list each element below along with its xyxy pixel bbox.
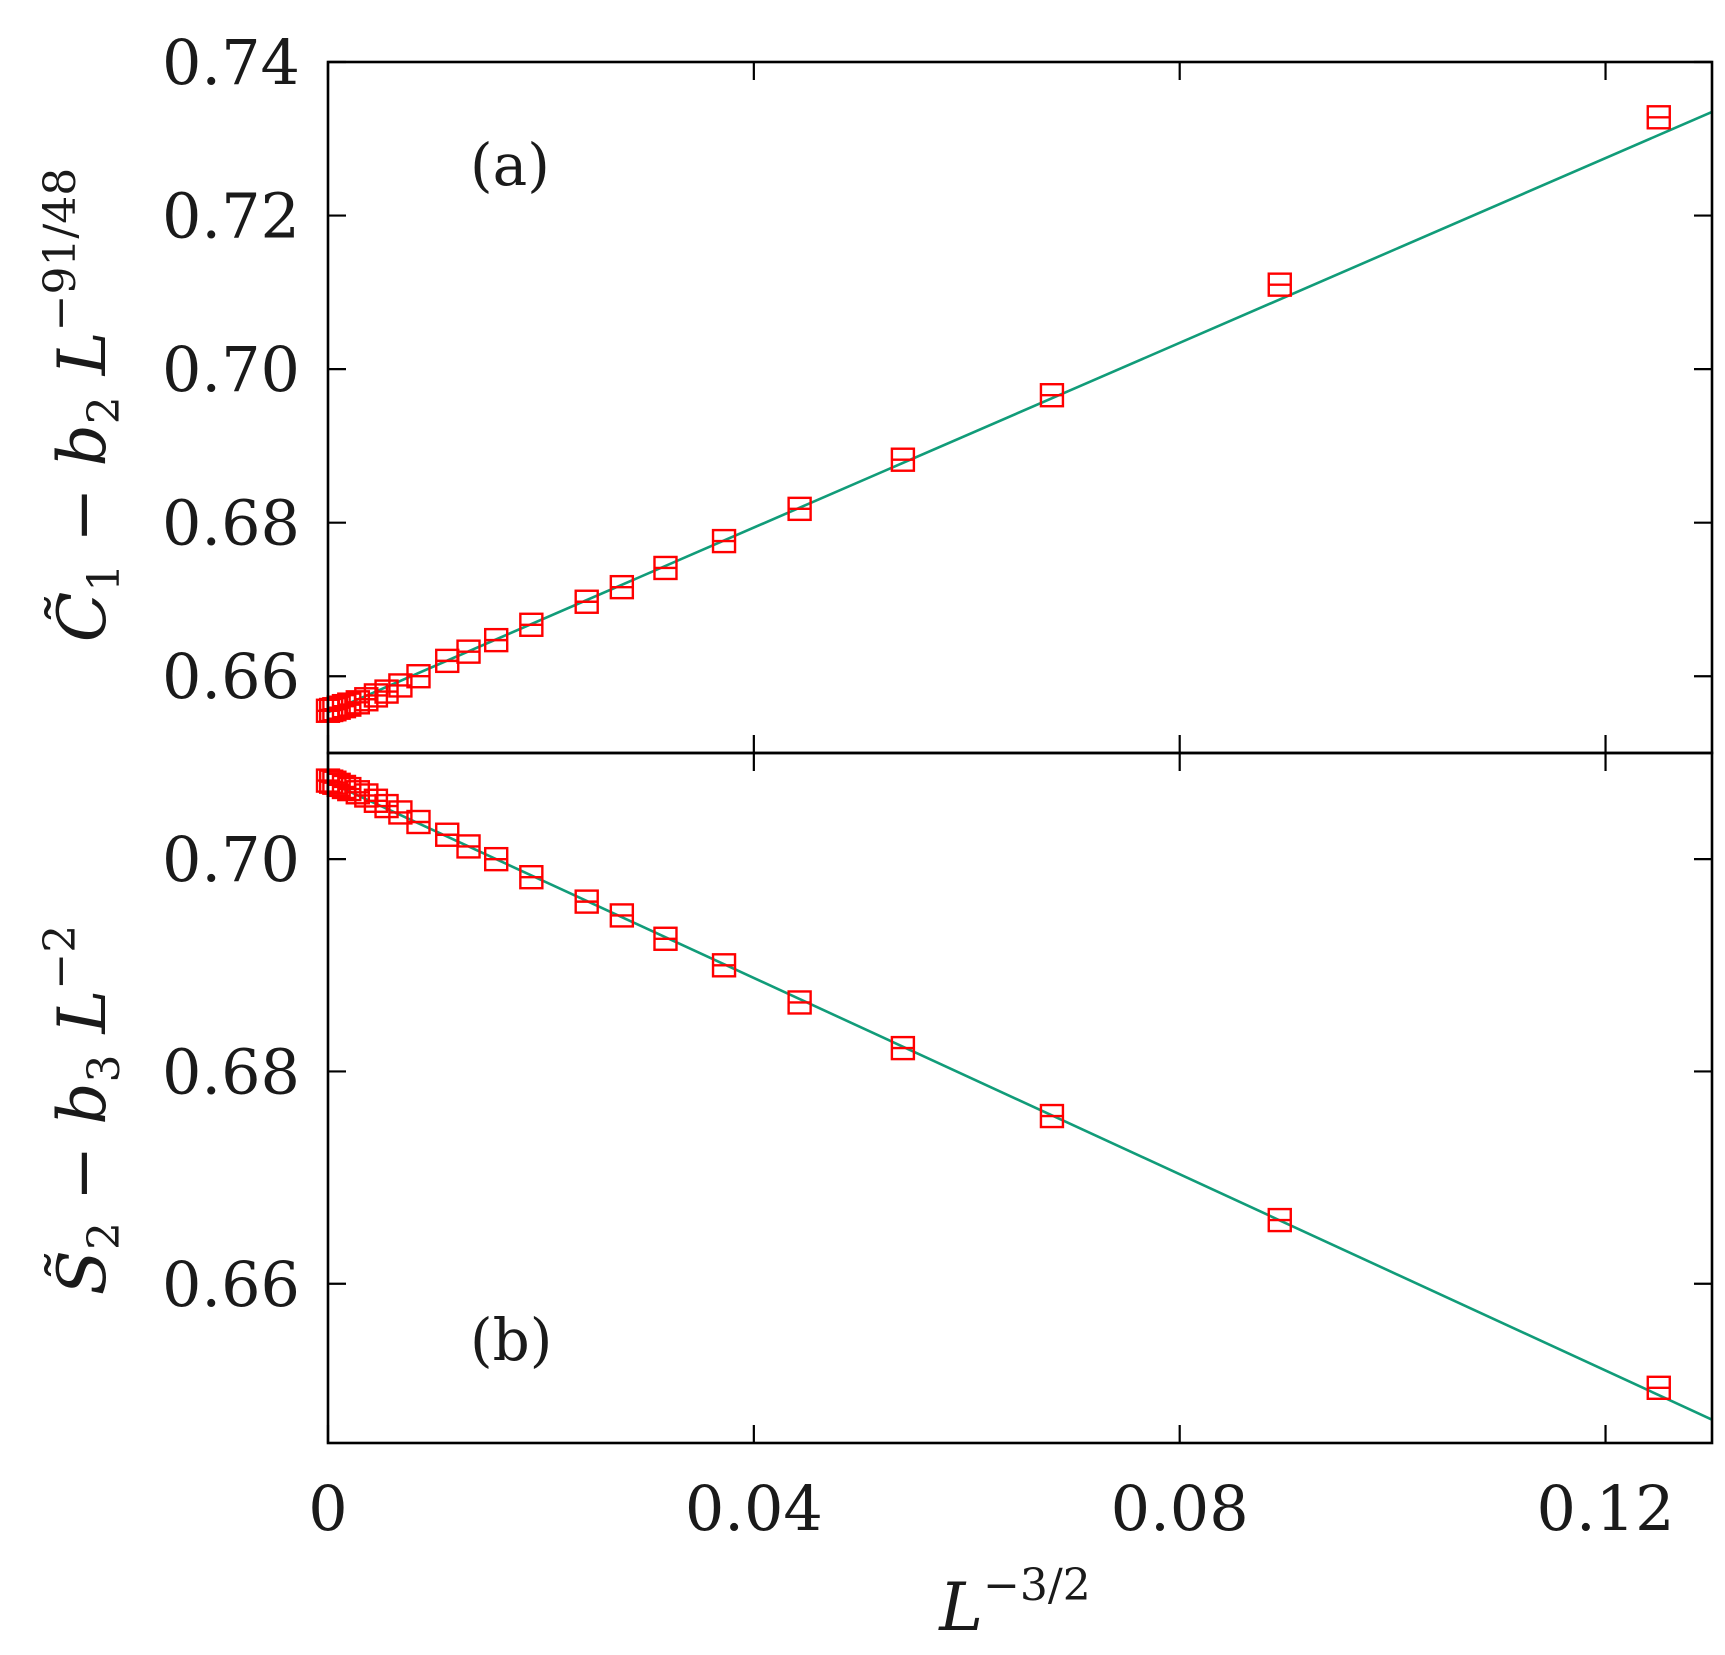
- panel-a-fit-line: [327, 110, 1713, 714]
- panel-b-fit-line-path: [327, 780, 1713, 1421]
- panel-a-y-tick-label: 0.70: [162, 333, 300, 406]
- panel-a-y-ticks: 0.66 0.68 0.70 0.72 0.74: [162, 26, 1712, 753]
- panel-b-y-tick-label: 0.66: [162, 1248, 300, 1321]
- panel-b-data-point: [711, 953, 737, 978]
- panel-b-markers: [315, 768, 1671, 1401]
- panel-a-data-point: [890, 447, 916, 472]
- panel-b-data-point: [1039, 1103, 1065, 1129]
- panel-a-y-tick-label: 0.68: [162, 487, 300, 560]
- panel-a-data-point: [1646, 105, 1671, 130]
- panel-a-data-point: [519, 612, 544, 637]
- panel-b-data-point: [609, 903, 635, 928]
- x-tick-label: 0: [308, 1472, 347, 1545]
- panel-a-data-point: [406, 664, 431, 689]
- panel-b-y-tick-label: 0.70: [162, 823, 300, 896]
- panel-a-data-point: [484, 627, 509, 653]
- panel-a-markers: [315, 105, 1671, 723]
- panel-a-y-tick-label: 0.72: [162, 180, 300, 253]
- panel-a-data-point: [374, 679, 399, 704]
- panel-b-y-axis-title: S̃2 − b3 L−2: [35, 925, 130, 1295]
- x-tick-label: 0.12: [1537, 1472, 1675, 1545]
- panel-b-data-point: [406, 809, 431, 835]
- x-ticks: 0 0.04 0.08 0.12: [308, 1472, 1674, 1545]
- x-axis-title: L−3/2: [938, 1560, 1091, 1646]
- panel-a-data-point: [456, 639, 481, 664]
- panel-b-data-point: [484, 846, 509, 872]
- panel-b-data-point: [890, 1035, 916, 1061]
- panel-a-data-point: [435, 648, 460, 674]
- panel-a-y-tick-label: 0.66: [162, 640, 300, 713]
- panel-b-data-point: [435, 822, 460, 847]
- panel-b-fit-line: [327, 780, 1713, 1421]
- panel-b-data-point: [519, 865, 544, 890]
- panel-a-data-point: [653, 555, 678, 581]
- x-tick-label: 0.04: [685, 1472, 823, 1545]
- panel-a-fit-line-path: [327, 110, 1713, 714]
- panel-b-data-point: [1646, 1375, 1671, 1401]
- panel-b-y-tick-label: 0.68: [162, 1035, 300, 1108]
- panel-a-data-point: [354, 687, 379, 712]
- panel-a-y-tick-label: 0.74: [162, 26, 300, 99]
- panel-b-data-point: [574, 889, 599, 914]
- panel-b: (b) 0.66 0.68 0.70 0 0.04 0.08 0.12 S̃2 − b3 …: [35, 753, 1713, 1646]
- panel-b-y-ticks: 0.66 0.68 0.70: [162, 753, 1712, 1443]
- panel-a-data-point: [1039, 383, 1065, 408]
- panel-a: (a) 0.66 0.68 0.70 0.72 0.74 C̃1 − b2 L−91/4…: [35, 26, 1713, 753]
- panel-a-data-point: [337, 692, 362, 717]
- panel-b-data-point: [374, 793, 399, 819]
- panel-b-data-point: [653, 926, 678, 951]
- panel-b-data-point: [337, 776, 362, 802]
- x-tick-label: 0.08: [1111, 1472, 1249, 1545]
- panel-b-label: (b): [470, 1306, 552, 1374]
- panel-a-data-point: [711, 528, 737, 554]
- panel-a-data-point: [609, 574, 635, 600]
- panel-a-y-axis-title: C̃1 − b2 L−91/48: [35, 168, 130, 643]
- panel-b-data-point: [1267, 1207, 1292, 1233]
- panel-b-data-point: [456, 834, 481, 859]
- panel-a-data-point: [574, 589, 599, 614]
- panel-b-data-point: [787, 990, 812, 1015]
- panel-a-label: (a): [470, 131, 550, 199]
- panel-a-data-point: [1267, 272, 1292, 297]
- panel-a-data-point: [787, 496, 812, 522]
- panel-b-frame: [326, 751, 1714, 1445]
